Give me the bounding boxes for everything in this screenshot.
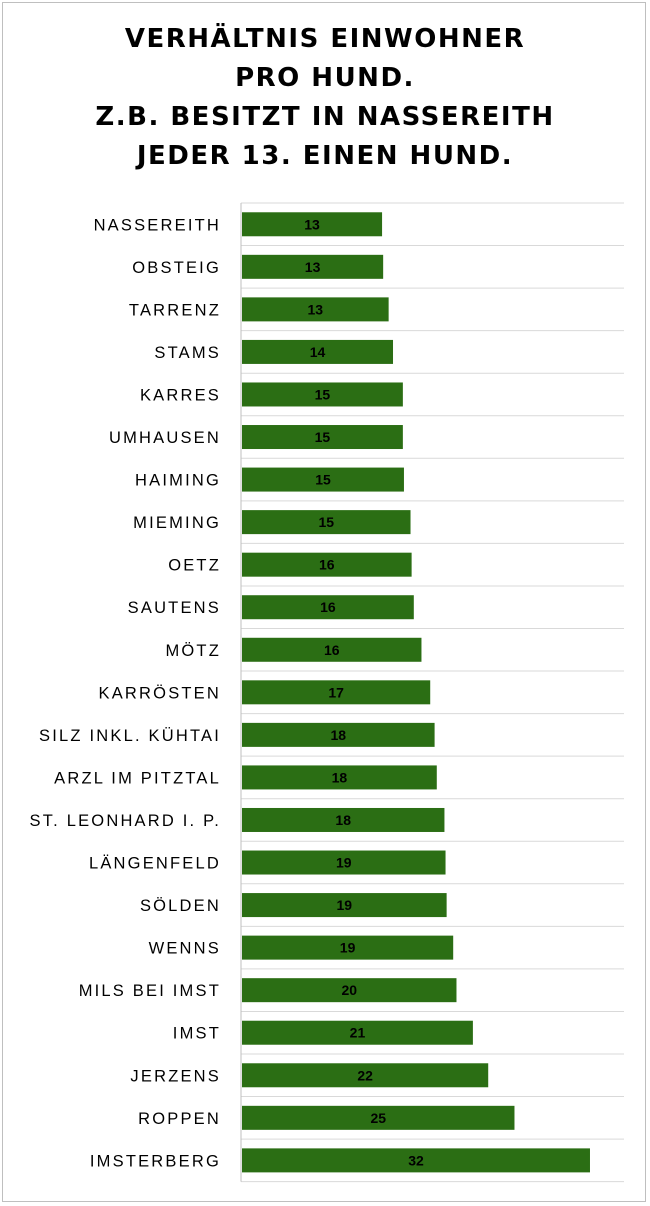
data-label: 20 bbox=[341, 982, 357, 998]
chart-title: VERHÄLTNIS EINWOHNER PRO HUND. Z.B. BESI… bbox=[0, 20, 650, 176]
category-label: MÖTZ bbox=[165, 642, 221, 660]
bar bbox=[242, 680, 431, 705]
category-label: KARRES bbox=[140, 386, 221, 404]
bar bbox=[242, 510, 411, 535]
data-label: 21 bbox=[350, 1025, 366, 1041]
bar bbox=[242, 212, 383, 237]
bar bbox=[242, 254, 384, 279]
data-label: 15 bbox=[315, 386, 331, 402]
bar bbox=[242, 1020, 473, 1045]
data-label: 25 bbox=[370, 1110, 386, 1126]
data-label: 16 bbox=[320, 599, 336, 615]
data-label: 13 bbox=[304, 216, 320, 232]
bar bbox=[242, 1105, 515, 1130]
category-label: MIEMING bbox=[133, 514, 221, 532]
bar bbox=[242, 382, 403, 407]
chart-title-line-1: VERHÄLTNIS EINWOHNER bbox=[124, 24, 526, 54]
category-label: SÖLDEN bbox=[140, 897, 221, 915]
category-label: UMHAUSEN bbox=[109, 429, 221, 447]
category-label: ST. LEONHARD I. P. bbox=[29, 812, 221, 830]
data-label: 18 bbox=[335, 812, 351, 828]
category-label: OETZ bbox=[168, 557, 221, 575]
bar bbox=[242, 935, 454, 960]
bar bbox=[242, 297, 389, 322]
bar bbox=[242, 1148, 590, 1173]
bar bbox=[242, 339, 394, 364]
data-label: 14 bbox=[310, 344, 326, 360]
data-label: 22 bbox=[357, 1067, 373, 1083]
data-label: 18 bbox=[331, 727, 347, 743]
bar bbox=[242, 978, 457, 1003]
bar bbox=[242, 637, 422, 662]
data-label: 15 bbox=[315, 429, 331, 445]
bar bbox=[242, 595, 414, 620]
category-label: ROPPEN bbox=[138, 1110, 221, 1128]
category-label: IMSTERBERG bbox=[90, 1152, 221, 1170]
data-label: 16 bbox=[319, 557, 335, 573]
category-label: SILZ INKL. KÜHTAI bbox=[39, 727, 221, 745]
bar bbox=[242, 1063, 489, 1088]
bar bbox=[242, 467, 404, 492]
chart-title-line-3: Z.B. BESITZT IN NASSEREITH bbox=[95, 102, 555, 132]
category-label: IMST bbox=[173, 1025, 221, 1043]
category-label: ARZL IM PITZTAL bbox=[54, 769, 221, 787]
category-label: STAMS bbox=[154, 344, 221, 362]
bar bbox=[242, 893, 447, 918]
data-label: 18 bbox=[332, 769, 348, 785]
category-label: WENNS bbox=[149, 940, 221, 958]
chart-title-line-4: JEDER 13. EINEN HUND. bbox=[136, 141, 514, 171]
data-label: 19 bbox=[340, 940, 356, 956]
category-label: LÄNGENFELD bbox=[89, 855, 221, 873]
data-label: 15 bbox=[318, 514, 334, 530]
category-label: JERZENS bbox=[130, 1067, 221, 1085]
category-label: HAIMING bbox=[135, 472, 221, 490]
category-label: NASSEREITH bbox=[94, 216, 221, 234]
bar bbox=[242, 722, 435, 747]
bar bbox=[242, 850, 446, 875]
data-label: 16 bbox=[324, 642, 340, 658]
data-label: 19 bbox=[337, 897, 353, 913]
bar bbox=[242, 807, 445, 832]
category-label: TARRENZ bbox=[129, 301, 221, 319]
category-label: OBSTEIG bbox=[132, 259, 221, 277]
data-label: 17 bbox=[328, 684, 344, 700]
data-label: 19 bbox=[336, 855, 352, 871]
category-label: MILS BEI IMST bbox=[79, 982, 221, 1000]
data-label: 15 bbox=[315, 472, 331, 488]
bar bbox=[242, 425, 403, 450]
bar bbox=[242, 552, 412, 577]
data-label: 13 bbox=[308, 301, 324, 317]
data-label: 13 bbox=[305, 259, 321, 275]
bar bbox=[242, 765, 437, 790]
chart-title-line-2: PRO HUND. bbox=[235, 63, 415, 93]
category-label: SAUTENS bbox=[128, 599, 221, 617]
category-label: KARRÖSTEN bbox=[99, 684, 221, 702]
data-label: 32 bbox=[408, 1152, 424, 1168]
